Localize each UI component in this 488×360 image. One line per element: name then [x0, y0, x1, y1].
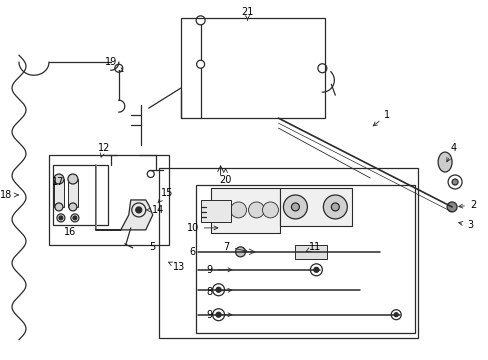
Text: 16: 16 [63, 227, 76, 237]
Text: 13: 13 [168, 262, 184, 272]
Text: 7: 7 [223, 242, 246, 252]
Circle shape [69, 203, 77, 211]
Text: 4: 4 [446, 143, 456, 162]
Bar [280, 188, 351, 226]
Ellipse shape [437, 152, 451, 172]
Circle shape [446, 202, 456, 212]
Bar [159, 168, 417, 338]
Circle shape [283, 195, 307, 219]
Text: 5: 5 [149, 242, 156, 252]
Text: 14: 14 [146, 205, 163, 215]
Bar [180, 18, 325, 118]
Circle shape [235, 247, 245, 257]
Text: 2: 2 [458, 200, 475, 210]
Circle shape [230, 202, 246, 218]
Circle shape [212, 202, 228, 218]
Text: 11: 11 [305, 242, 321, 252]
Circle shape [451, 179, 457, 185]
Text: 21: 21 [241, 7, 253, 20]
Bar [195, 185, 414, 333]
Circle shape [262, 202, 278, 218]
Bar [295, 245, 326, 259]
Text: 1: 1 [372, 110, 389, 126]
Circle shape [54, 174, 64, 184]
Circle shape [136, 207, 142, 213]
Circle shape [55, 203, 63, 211]
Circle shape [68, 174, 78, 184]
Text: 15: 15 [158, 188, 173, 203]
Bar [53, 165, 107, 225]
Bar [49, 155, 168, 245]
Circle shape [291, 203, 299, 211]
Circle shape [73, 216, 77, 220]
Text: 9: 9 [206, 310, 231, 320]
Circle shape [59, 216, 63, 220]
Text: 8: 8 [206, 287, 231, 297]
Text: 10: 10 [186, 223, 218, 233]
Polygon shape [96, 165, 152, 230]
Text: 12: 12 [98, 143, 110, 157]
Circle shape [393, 313, 397, 317]
Text: 18: 18 [0, 190, 18, 200]
Text: 19: 19 [104, 57, 123, 72]
Bar [200, 200, 230, 222]
Bar [54, 179, 64, 207]
Text: 17: 17 [52, 177, 64, 187]
Circle shape [331, 203, 339, 211]
Circle shape [216, 287, 221, 292]
Text: 6: 6 [189, 247, 195, 257]
Circle shape [248, 202, 264, 218]
Circle shape [323, 195, 346, 219]
Text: 9: 9 [206, 265, 231, 275]
Circle shape [313, 267, 318, 272]
Text: 20: 20 [219, 169, 231, 185]
Circle shape [216, 312, 221, 317]
Text: 3: 3 [458, 220, 472, 230]
Bar [210, 188, 280, 233]
Bar [68, 179, 78, 207]
